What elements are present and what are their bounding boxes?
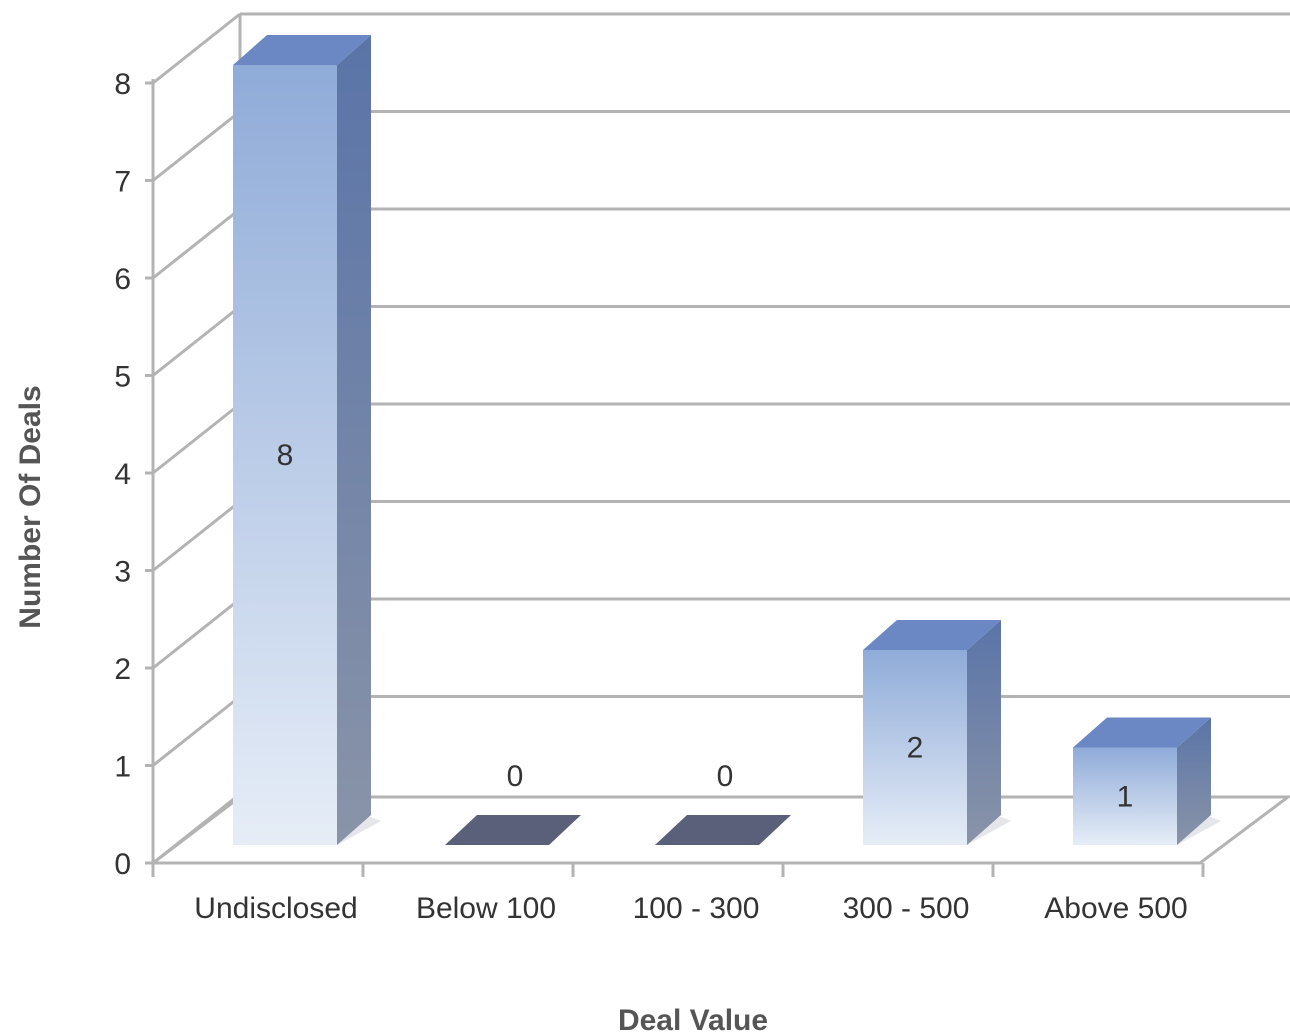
side-gridline	[152, 12, 241, 85]
data-label: 0	[507, 760, 524, 793]
y-tick-label: 6	[114, 263, 131, 296]
bar	[445, 815, 581, 845]
y-axis-title: Number Of Deals	[14, 385, 47, 628]
bar-group: 0	[445, 760, 581, 845]
side-gridline	[152, 500, 241, 572]
side-gridline	[152, 695, 241, 767]
x-axis: Undisclosed Below 100 100 - 300 300 - 500 Ab…	[151, 863, 1205, 925]
bar-group: 1	[1073, 717, 1221, 845]
y-tick-label: 7	[114, 166, 131, 199]
bar-group: 2	[863, 620, 1011, 845]
y-axis: 0 1 2 3 4 5 6 7 8	[114, 68, 153, 881]
y-tick-label: 1	[114, 751, 131, 784]
bar-group: 0	[655, 760, 791, 845]
bar-top	[863, 620, 1001, 650]
bar-group: 8	[233, 35, 381, 845]
side-gridline	[152, 597, 241, 670]
side-gridline	[152, 305, 241, 377]
bars: 8 0 0 2 1	[233, 35, 1221, 845]
floor	[148, 795, 1290, 865]
bar-side	[967, 620, 1001, 845]
x-axis-title: Deal Value	[618, 1004, 768, 1036]
x-tick-label: 300 - 500	[843, 892, 970, 925]
x-tick-label: Above 500	[1044, 892, 1187, 925]
bar	[1073, 747, 1177, 845]
side-gridline	[152, 110, 241, 182]
y-tick-label: 4	[114, 458, 131, 491]
y-tick-label: 3	[114, 556, 131, 589]
side-gridline	[152, 402, 241, 475]
data-label: 2	[907, 732, 924, 765]
bar-top	[1073, 717, 1211, 748]
y-tick-label: 8	[114, 68, 131, 101]
y-tick-label: 0	[114, 848, 131, 881]
bar	[863, 650, 967, 845]
data-label: 0	[717, 760, 734, 793]
data-label: 8	[277, 439, 294, 472]
x-tick-label: Undisclosed	[194, 892, 357, 925]
bar-side	[1177, 717, 1211, 845]
data-label: 1	[1117, 780, 1134, 813]
bar-side	[337, 35, 371, 845]
x-tick-label: Below 100	[416, 892, 556, 925]
bar-top	[233, 35, 371, 65]
bar	[655, 815, 791, 845]
y-tick-label: 2	[114, 653, 131, 686]
x-tick-label: 100 - 300	[633, 892, 760, 925]
y-tick-label: 5	[114, 361, 131, 394]
bar	[233, 65, 337, 845]
side-gridline	[152, 207, 241, 280]
